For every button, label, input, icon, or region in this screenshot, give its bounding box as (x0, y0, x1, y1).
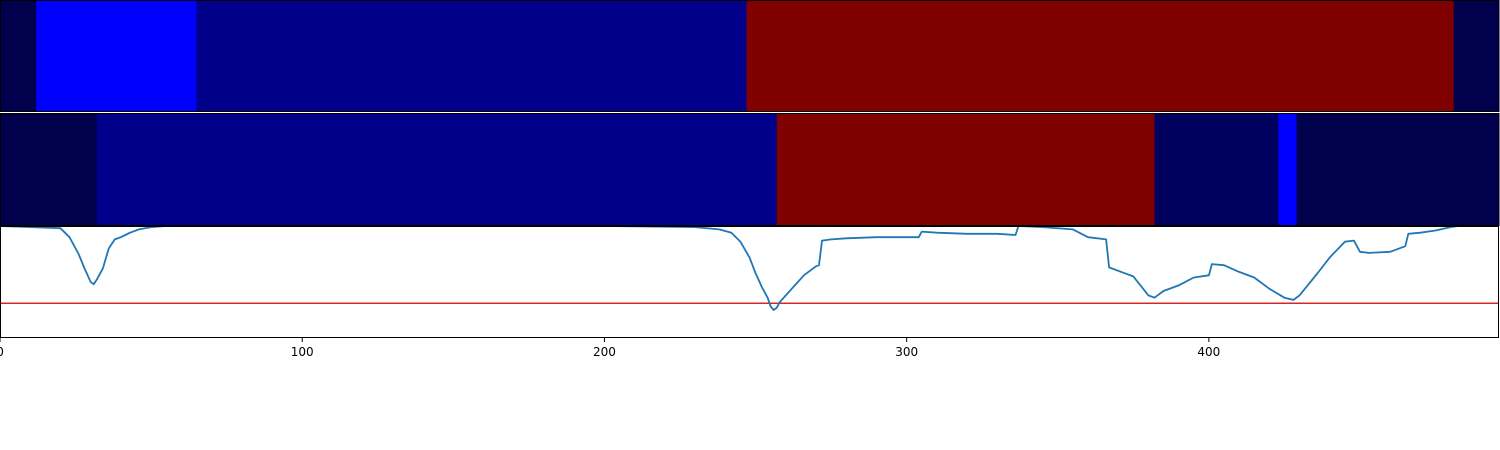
strip-2-segment-4 (1278, 113, 1298, 226)
series-line (0, 226, 1465, 311)
strip-1-segment-4 (1453, 0, 1500, 112)
line-panel-background (0, 226, 1500, 338)
strip-1-segment-0 (0, 0, 37, 112)
strip-1-segment-3 (746, 0, 1455, 112)
line-panel: 0 100 200 300 400 (0, 226, 1500, 359)
strip-1-segment-1 (36, 0, 197, 112)
strip-2-segment-0 (0, 113, 98, 226)
x-tick-label-400: 400 (1197, 345, 1220, 359)
strip-1-frame (0, 0, 1499, 112)
x-tick-label-0: 0 (0, 345, 4, 359)
strip-1-segment-2 (196, 0, 747, 112)
heatmap-strip-2 (0, 113, 1500, 226)
strip-2-segment-1 (96, 113, 778, 226)
x-tick-label-200: 200 (593, 345, 616, 359)
heatmap-strip-1 (0, 0, 1500, 112)
strip-2-segment-3 (1154, 113, 1279, 226)
strip-2-frame (0, 113, 1499, 226)
x-tick-label-300: 300 (895, 345, 918, 359)
line-panel-frame (0, 226, 1499, 338)
x-tick-label-100: 100 (291, 345, 314, 359)
strip-2-segment-5 (1296, 113, 1500, 226)
strip-2-segment-2 (776, 113, 1155, 226)
